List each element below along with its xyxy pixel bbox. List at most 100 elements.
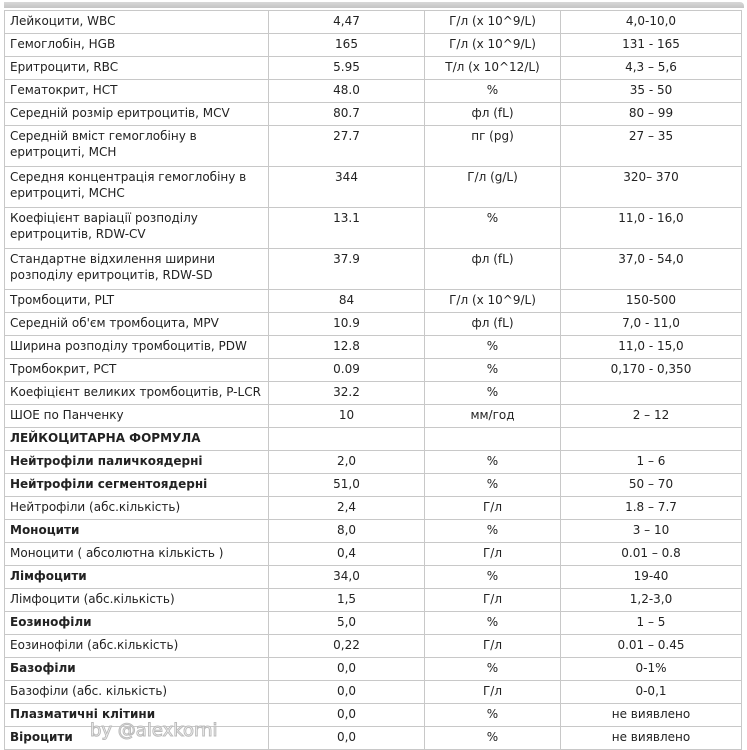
reference-range-cell: 35 - 50 <box>560 79 742 103</box>
unit-cell: % <box>424 450 561 474</box>
unit-cell: % <box>424 335 561 359</box>
value-cell: 8,0 <box>268 519 425 543</box>
unit-cell: % <box>424 207 561 249</box>
test-name-cell: ЛЕЙКОЦИТАРНА ФОРМУЛА <box>4 427 269 451</box>
test-name-cell: Коефіцієнт великих тромбоцитів, P-LCR <box>4 381 269 405</box>
table-row: Плазматичні клітини 0,0% не виявлено <box>4 703 742 727</box>
test-name-cell: Стандартне відхилення ширини розподілу е… <box>4 248 269 290</box>
value-cell: 0,0 <box>268 726 425 750</box>
table-row: Середній об'єм тромбоцита, MPV 10.9 фл (fL… <box>4 312 742 336</box>
unit-cell: % <box>424 519 561 543</box>
value-cell: 51,0 <box>268 473 425 497</box>
unit-cell <box>424 427 561 451</box>
reference-range-cell: 320– 370 <box>560 166 742 208</box>
table-top-bar <box>4 2 744 8</box>
reference-range-cell: 131 - 165 <box>560 33 742 57</box>
table-row: Моноцити 8,0% 3 – 10 <box>4 519 742 543</box>
test-name-cell: Еозинофіли (абс.кількість) <box>4 634 269 658</box>
table-row: Коефіцієнт варіації розподілу еритроциті… <box>4 207 742 249</box>
test-name-cell: Плазматичні клітини <box>4 703 269 727</box>
unit-cell: % <box>424 565 561 589</box>
test-name-cell: Нейтрофіли сегментоядерні <box>4 473 269 497</box>
test-name-cell: Лейкоцити, WBC <box>4 10 269 34</box>
unit-cell: Г/л <box>424 496 561 520</box>
reference-range-cell: 0.01 – 0.8 <box>560 542 742 566</box>
reference-range-cell <box>560 381 742 405</box>
table-row: Еритроцити, RBC 5.95 Т/л (x 10^12/L) 4,3 – … <box>4 56 742 80</box>
test-name-cell: Моноцити ( абсолютна кількість ) <box>4 542 269 566</box>
unit-cell: пг (pg) <box>424 125 561 167</box>
unit-cell: мм/год <box>424 404 561 428</box>
reference-range-cell <box>560 427 742 451</box>
value-cell: 34,0 <box>268 565 425 589</box>
value-cell: 4,47 <box>268 10 425 34</box>
unit-cell: фл (fL) <box>424 248 561 290</box>
table-row: Лейкоцити, WBC 4,47 Г/л (x 10^9/L) 4,0-10,0 <box>4 10 742 34</box>
reference-range-cell: 4,0-10,0 <box>560 10 742 34</box>
test-name-cell: Коефіцієнт варіації розподілу еритроциті… <box>4 207 269 249</box>
value-cell: 1,5 <box>268 588 425 612</box>
value-cell: 0,0 <box>268 680 425 704</box>
value-cell: 344 <box>268 166 425 208</box>
unit-cell: % <box>424 611 561 635</box>
value-cell: 27.7 <box>268 125 425 167</box>
table-row: Нейтрофіли (абс.кількість) 2,4 Г/л 1.8 – 7.… <box>4 496 742 520</box>
unit-cell: Г/л <box>424 680 561 704</box>
table-row: ЛЕЙКОЦИТАРНА ФОРМУЛА <box>4 427 742 451</box>
reference-range-cell: 0,170 - 0,350 <box>560 358 742 382</box>
value-cell <box>268 427 425 451</box>
unit-cell: Т/л (x 10^12/L) <box>424 56 561 80</box>
value-cell: 32.2 <box>268 381 425 405</box>
unit-cell: Г/л (x 10^9/L) <box>424 33 561 57</box>
reference-range-cell: 50 – 70 <box>560 473 742 497</box>
reference-range-cell: 0.01 – 0.45 <box>560 634 742 658</box>
value-cell: 0,4 <box>268 542 425 566</box>
reference-range-cell: не виявлено <box>560 703 742 727</box>
unit-cell: % <box>424 358 561 382</box>
test-name-cell: Еритроцити, RBC <box>4 56 269 80</box>
value-cell: 5,0 <box>268 611 425 635</box>
reference-range-cell: 0-0,1 <box>560 680 742 704</box>
value-cell: 0,0 <box>268 703 425 727</box>
test-name-cell: Гемоглобін, HGB <box>4 33 269 57</box>
table-row: Базофіли (абс. кількість) 0,0 Г/л 0-0,1 <box>4 680 742 704</box>
reference-range-cell: 1 – 6 <box>560 450 742 474</box>
unit-cell: % <box>424 657 561 681</box>
test-name-cell: Ширина розподілу тромбоцитів, PDW <box>4 335 269 359</box>
blood-test-table: Лейкоцити, WBC 4,47 Г/л (x 10^9/L) 4,0-10,0… <box>4 10 742 750</box>
reference-range-cell: не виявлено <box>560 726 742 750</box>
reference-range-cell: 80 – 99 <box>560 102 742 126</box>
value-cell: 10.9 <box>268 312 425 336</box>
test-name-cell: Середній розмір еритроцитів, MCV <box>4 102 269 126</box>
table-row: Нейтрофіли паличкоядерні 2,0% 1 – 6 <box>4 450 742 474</box>
unit-cell: Г/л <box>424 588 561 612</box>
value-cell: 2,4 <box>268 496 425 520</box>
test-name-cell: Тромбоцити, PLT <box>4 289 269 313</box>
reference-range-cell: 37,0 - 54,0 <box>560 248 742 290</box>
value-cell: 84 <box>268 289 425 313</box>
test-name-cell: Базофіли <box>4 657 269 681</box>
test-name-cell: Нейтрофіли паличкоядерні <box>4 450 269 474</box>
table-row: Середня концентрація гемоглобіну в еритр… <box>4 166 742 208</box>
table-row: Моноцити ( абсолютна кількість ) 0,4 Г/л 0.… <box>4 542 742 566</box>
reference-range-cell: 11,0 - 15,0 <box>560 335 742 359</box>
table-row: Лімфоцити 34,0% 19-40 <box>4 565 742 589</box>
unit-cell: Г/л (x 10^9/L) <box>424 10 561 34</box>
table-row: Нейтрофіли сегментоядерні 51,0% 50 – 70 <box>4 473 742 497</box>
unit-cell: % <box>424 79 561 103</box>
test-name-cell: Базофіли (абс. кількість) <box>4 680 269 704</box>
table-row: Лімфоцити (абс.кількість) 1,5 Г/л 1,2-3,0 <box>4 588 742 612</box>
table-row: ШОЕ по Панченку 10 мм/год 2 – 12 <box>4 404 742 428</box>
reference-range-cell: 0-1% <box>560 657 742 681</box>
table-row: Гемоглобін, HGB 165 Г/л (x 10^9/L) 131 - 16… <box>4 33 742 57</box>
unit-cell: % <box>424 381 561 405</box>
table-row: Ширина розподілу тромбоцитів, PDW 12.8% 11… <box>4 335 742 359</box>
test-name-cell: Тромбокрит, PCT <box>4 358 269 382</box>
unit-cell: Г/л <box>424 542 561 566</box>
test-name-cell: Моноцити <box>4 519 269 543</box>
value-cell: 0,0 <box>268 657 425 681</box>
test-name-cell: Гематокрит, HCT <box>4 79 269 103</box>
value-cell: 37.9 <box>268 248 425 290</box>
table-row: Середній вміст гемоглобіну в еритроциті,… <box>4 125 742 167</box>
table-row: Еозинофіли 5,0% 1 – 5 <box>4 611 742 635</box>
